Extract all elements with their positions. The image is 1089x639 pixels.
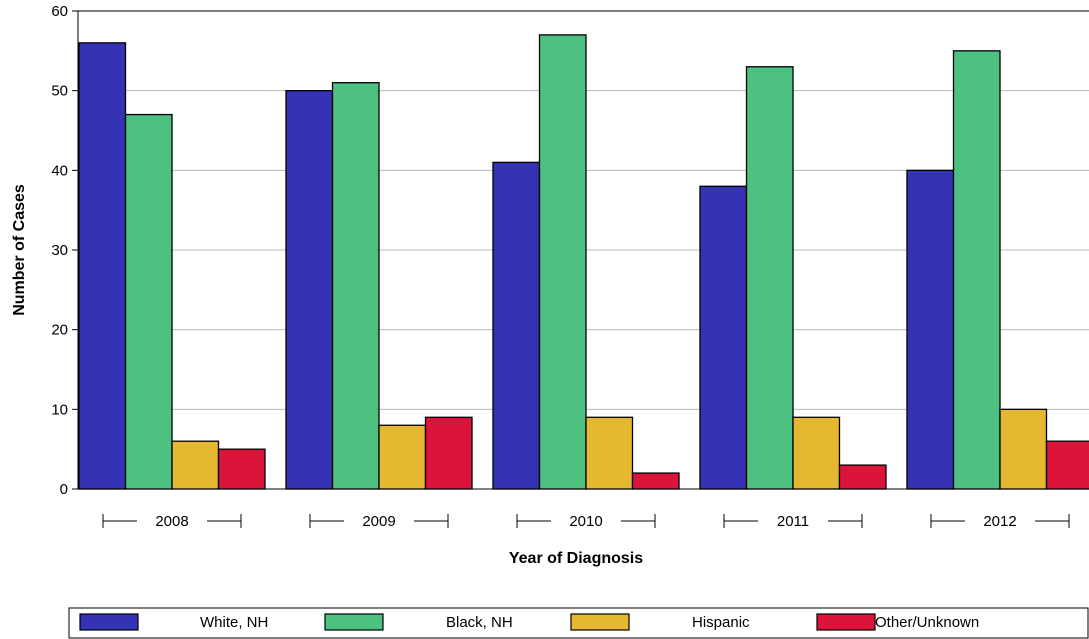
y-tick-label: 10 bbox=[51, 401, 68, 418]
x-category-label: 2011 bbox=[777, 513, 809, 530]
bar bbox=[999, 408, 1048, 490]
legend-label: Hispanic bbox=[692, 614, 750, 631]
y-tick-label: 50 bbox=[51, 83, 68, 100]
bar bbox=[378, 424, 427, 490]
bar bbox=[838, 464, 887, 490]
y-tick-label: 20 bbox=[51, 322, 68, 339]
bar bbox=[78, 42, 127, 490]
bar bbox=[124, 113, 173, 490]
y-tick-label: 30 bbox=[51, 242, 68, 259]
bar bbox=[906, 169, 955, 490]
x-axis-title: Year of Diagnosis bbox=[509, 550, 643, 567]
bar bbox=[171, 440, 220, 490]
bar bbox=[331, 82, 380, 490]
y-tick-label: 40 bbox=[51, 162, 68, 179]
y-tick-label: 60 bbox=[51, 3, 68, 20]
bar bbox=[792, 416, 841, 490]
bar bbox=[952, 50, 1001, 490]
bar bbox=[217, 448, 266, 490]
bar bbox=[585, 416, 634, 490]
legend-label: White, NH bbox=[200, 614, 268, 631]
x-category-label: 2009 bbox=[362, 513, 395, 530]
bar bbox=[1045, 440, 1089, 490]
bar bbox=[424, 416, 473, 490]
bar bbox=[538, 34, 587, 490]
legend-label: Black, NH bbox=[446, 614, 513, 631]
legend-swatch bbox=[816, 613, 876, 631]
y-axis-title: Number of Cases bbox=[11, 184, 28, 316]
legend-swatch bbox=[79, 613, 139, 631]
y-axis: 0 10 20 30 40 50 60 bbox=[51, 3, 78, 498]
bar bbox=[745, 66, 794, 490]
y-tick-label: 0 bbox=[60, 481, 68, 498]
bar bbox=[492, 161, 541, 490]
legend: White, NH Black, NH Hispanic Other/Unknown bbox=[68, 607, 1089, 639]
x-category-label: 2010 bbox=[569, 513, 602, 530]
legend-swatch bbox=[324, 613, 384, 631]
legend-label: Other/Unknown bbox=[875, 614, 979, 631]
x-axis: 2008 2009 2010 2011 2012 bbox=[102, 513, 1070, 530]
x-category-label: 2012 bbox=[983, 513, 1016, 530]
bar bbox=[285, 90, 334, 490]
bars bbox=[78, 34, 1089, 490]
legend-swatch bbox=[570, 613, 630, 631]
x-category-label: 2008 bbox=[155, 513, 188, 530]
bar bbox=[699, 185, 748, 490]
bar bbox=[631, 472, 680, 490]
